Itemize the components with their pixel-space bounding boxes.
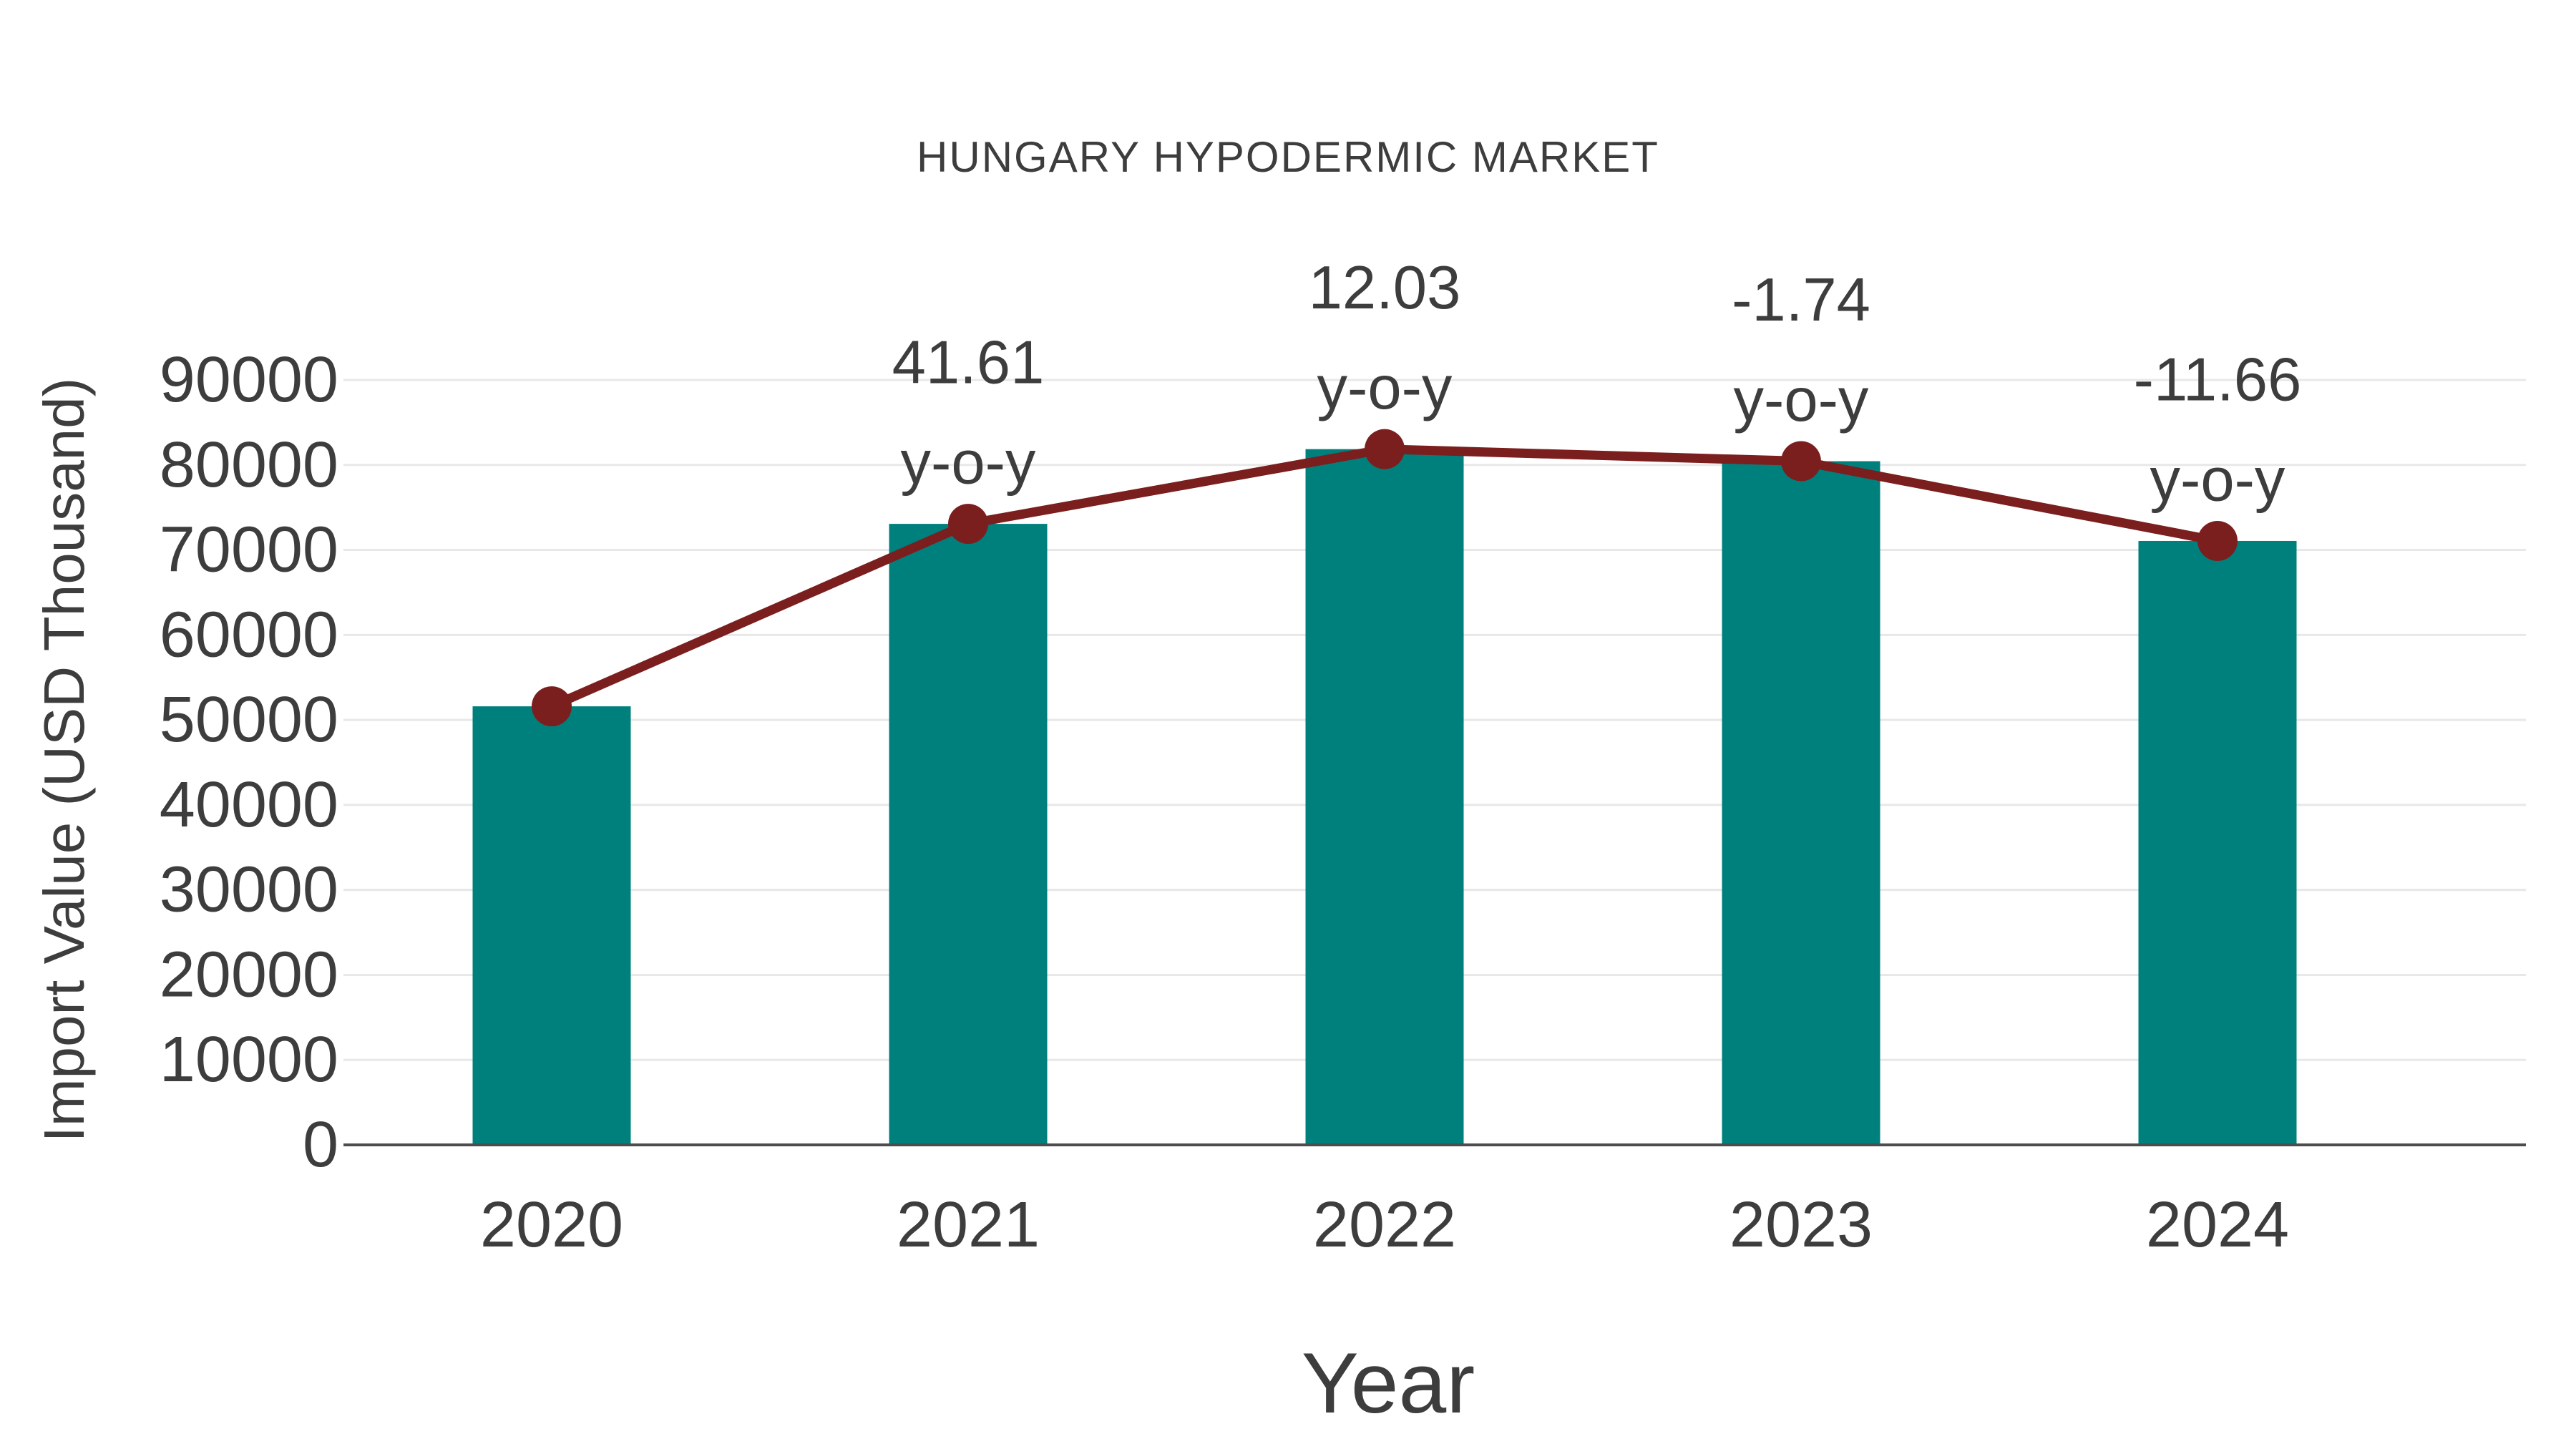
- data-point-marker-2023: [1781, 441, 1821, 482]
- y-tick-label: 30000: [160, 854, 338, 926]
- annotation-yoy-2022: y-o-y: [1317, 354, 1453, 422]
- annotation-yoy-2021: y-o-y: [901, 429, 1036, 497]
- annotation-value-2021: 41.61: [892, 329, 1045, 397]
- bar-2020: [472, 706, 631, 1145]
- bar-2021: [889, 524, 1048, 1145]
- x-tick-label: 2020: [480, 1189, 623, 1261]
- y-tick-label: 70000: [160, 514, 338, 586]
- x-tick-label: 2023: [1729, 1189, 1873, 1261]
- x-tick-label: 2024: [2146, 1189, 2289, 1261]
- data-point-marker-2020: [532, 686, 572, 727]
- y-tick-label: 40000: [160, 769, 338, 841]
- annotation-yoy-2023: y-o-y: [1734, 366, 1869, 434]
- data-point-marker-2022: [1365, 429, 1405, 469]
- bar-2024: [2138, 540, 2297, 1145]
- y-tick-label: 90000: [160, 344, 338, 416]
- x-tick-label: 2021: [897, 1189, 1040, 1261]
- y-tick-label: 0: [303, 1109, 338, 1181]
- x-tick-label: 2022: [1313, 1189, 1456, 1261]
- annotation-yoy-2024: y-o-y: [2150, 446, 2285, 514]
- annotation-value-2022: 12.03: [1309, 254, 1461, 322]
- data-point-marker-2021: [948, 504, 988, 545]
- y-tick-label: 10000: [160, 1024, 338, 1096]
- y-tick-label: 20000: [160, 939, 338, 1010]
- data-point-marker-2024: [2197, 520, 2238, 561]
- annotation-value-2024: -11.66: [2134, 346, 2302, 414]
- y-tick-label: 80000: [160, 429, 338, 501]
- chart-title: HUNGARY HYPODERMIC MARKET: [917, 133, 1659, 181]
- x-axis-title: Year: [1301, 1335, 1475, 1431]
- y-tick-label: 50000: [160, 684, 338, 756]
- y-tick-label: 60000: [160, 599, 338, 670]
- bar-2022: [1305, 449, 1464, 1145]
- annotation-value-2023: -1.74: [1732, 266, 1870, 334]
- bar-2023: [1722, 461, 1880, 1145]
